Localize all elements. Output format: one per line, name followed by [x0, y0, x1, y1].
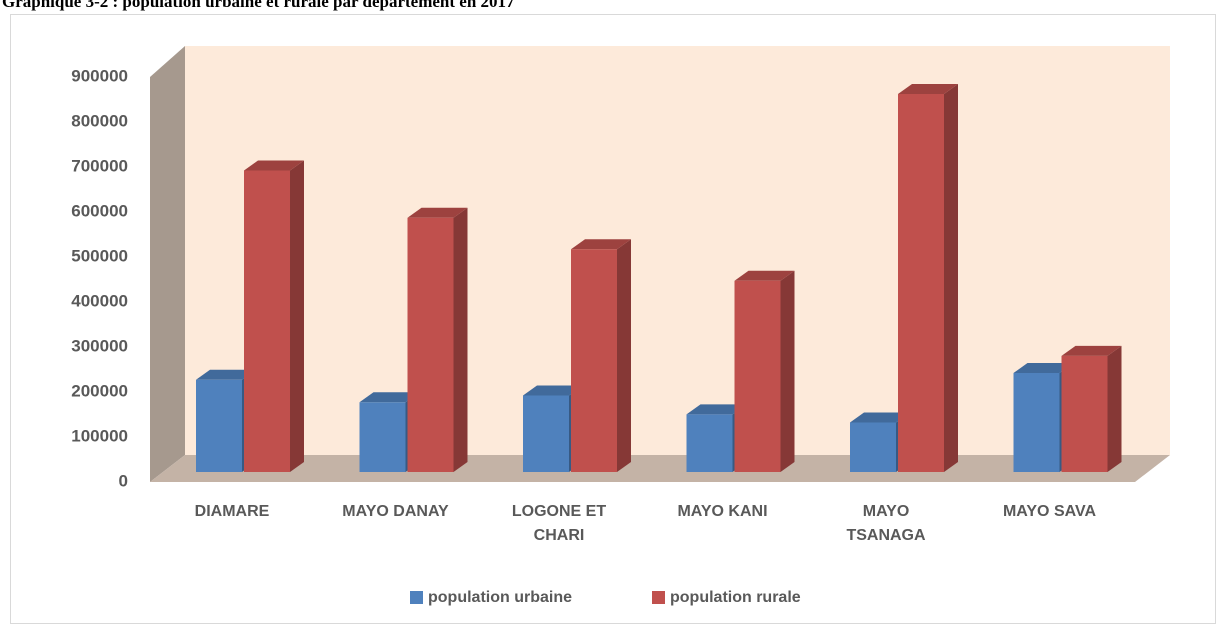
bar-front	[686, 414, 733, 472]
bar-front	[1013, 373, 1060, 472]
bar-side	[944, 84, 958, 472]
bar-top	[898, 84, 958, 94]
x-tick-label: MAYO DANAY	[342, 503, 449, 520]
bar-top	[523, 385, 583, 396]
x-tick-label: MAYO TSANAGA	[846, 503, 926, 544]
bar-top	[686, 404, 747, 415]
bar-front	[196, 379, 242, 472]
legend-label: population rurale	[670, 589, 801, 606]
chart-title: Graphique 3-2 : population urbaine et ru…	[2, 0, 515, 11]
bar-top	[244, 160, 304, 171]
bar-front	[850, 422, 896, 472]
x-tick-label: DIAMARE	[194, 503, 270, 520]
bar-top	[734, 270, 795, 281]
bar-side	[617, 239, 631, 472]
y-tick-label: 700000	[71, 156, 128, 175]
y-tick-label: 500000	[71, 246, 128, 265]
bar-side	[1107, 345, 1122, 472]
y-tick-label: 100000	[71, 426, 128, 445]
bar	[734, 270, 795, 472]
y-tick-label: 0	[119, 471, 128, 490]
bar	[407, 207, 468, 472]
legend-swatch	[652, 591, 665, 604]
bar-side	[290, 160, 304, 472]
legend-swatch	[410, 591, 423, 604]
bar-top	[571, 239, 631, 250]
bar-front	[898, 94, 944, 472]
side-wall	[150, 46, 185, 482]
x-tick-label: MAYO KANI	[677, 503, 768, 520]
x-tick-label: LOGONE ET CHARI	[511, 503, 607, 544]
bar-front	[523, 395, 569, 472]
bar-top	[1061, 345, 1122, 356]
y-tick-label: 800000	[71, 111, 128, 130]
bar	[898, 84, 958, 472]
y-tick-label: 200000	[71, 381, 128, 400]
y-tick-label: 900000	[71, 66, 128, 85]
bar	[1061, 345, 1122, 472]
legend-label: population urbaine	[428, 589, 572, 606]
bar-front	[734, 280, 781, 472]
bar-top	[407, 207, 468, 218]
bar-front	[359, 402, 406, 472]
bar-front	[244, 170, 290, 472]
bar-front	[407, 217, 454, 472]
bar	[571, 239, 631, 472]
bar	[244, 160, 304, 472]
bar-top	[196, 369, 256, 380]
y-tick-label: 400000	[71, 291, 128, 310]
bar-front	[571, 249, 617, 472]
bar-top	[850, 412, 910, 423]
x-tick-label: MAYO SAVA	[1002, 503, 1097, 520]
bar-side	[453, 207, 468, 472]
bar-top	[359, 392, 420, 403]
y-tick-label: 300000	[71, 336, 128, 355]
bar-side	[780, 270, 795, 472]
y-tick-label: 600000	[71, 201, 128, 220]
bar-top	[1013, 363, 1074, 373]
bar-front	[1061, 355, 1108, 472]
